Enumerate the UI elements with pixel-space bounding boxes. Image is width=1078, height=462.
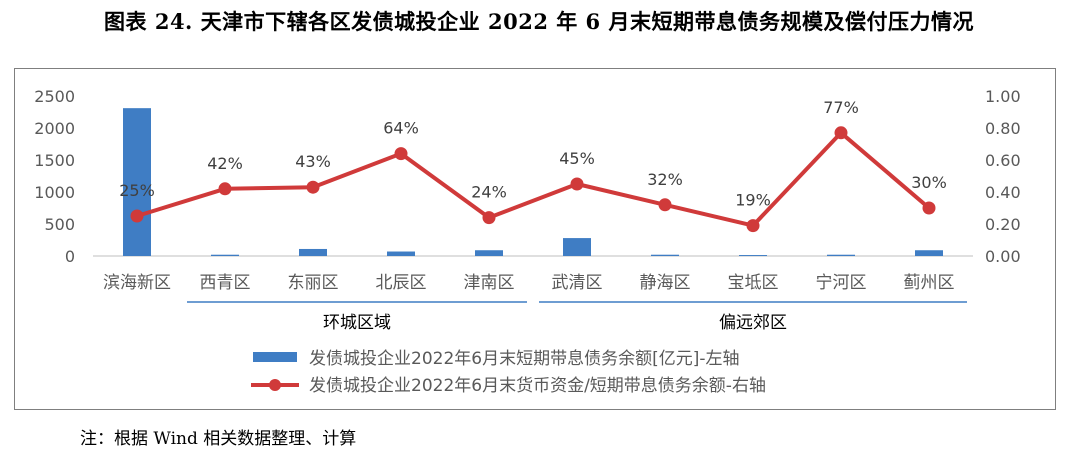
ratio-point xyxy=(394,147,408,161)
x-axis-tick-label: 静海区 xyxy=(640,273,691,293)
right-axis-tick-label: 0.00 xyxy=(985,247,1021,266)
bar xyxy=(563,238,591,256)
ratio-series-line xyxy=(136,130,931,228)
group-label: 环城区域 xyxy=(323,313,391,333)
source-note: 注：根据 Wind 相关数据整理、计算 xyxy=(80,429,357,449)
ratio-point xyxy=(922,201,936,215)
ratio-data-label: 45% xyxy=(559,149,595,168)
ratio-data-label: 77% xyxy=(823,98,859,117)
ratio-data-label: 30% xyxy=(911,173,947,192)
ratio-data-label: 19% xyxy=(735,191,771,210)
bar xyxy=(739,255,767,256)
x-axis-tick-label: 北辰区 xyxy=(376,273,427,293)
ratio-point xyxy=(746,219,760,233)
x-axis-tick-label: 蓟州区 xyxy=(904,273,955,293)
bar xyxy=(299,248,327,256)
right-axis-tick-label: 0.80 xyxy=(985,119,1021,138)
bar xyxy=(651,254,679,256)
bar xyxy=(123,108,151,256)
right-axis-tick-label: 0.60 xyxy=(985,151,1021,170)
ratio-data-label: 42% xyxy=(207,154,243,173)
x-axis-tick-label: 津南区 xyxy=(464,273,515,293)
ratio-point xyxy=(658,198,672,212)
legend-line-marker xyxy=(269,379,281,391)
ratio-point xyxy=(570,177,584,191)
group-label: 偏远郊区 xyxy=(719,313,787,333)
bar xyxy=(915,250,943,256)
legend-bar-label: 发债城投企业2022年6月末短期带息债务余额[亿元]-左轴 xyxy=(309,349,739,369)
left-axis-tick-label: 0 xyxy=(65,247,75,266)
x-axis-tick-label: 西青区 xyxy=(200,273,251,293)
combo-chart: 0 500 1000 1500 2000 2500 0.00 0.20 0.40 0.60 0.80… xyxy=(34,87,1021,396)
bar xyxy=(827,254,855,256)
left-axis-tick-label: 1500 xyxy=(34,151,75,170)
bar xyxy=(475,250,503,256)
x-axis-tick-label: 武清区 xyxy=(552,273,603,293)
ratio-data-label: 32% xyxy=(647,170,683,189)
ratio-data-label: 64% xyxy=(383,119,419,138)
ratio-point xyxy=(482,211,496,225)
left-axis-tick-label: 500 xyxy=(44,215,75,234)
right-axis-tick-label: 0.20 xyxy=(985,215,1021,234)
legend-line-label: 发债城投企业2022年6月末货币资金/短期带息债务余额-右轴 xyxy=(309,376,766,396)
left-axis-tick-label: 2500 xyxy=(34,87,75,106)
left-axis-tick-label: 2000 xyxy=(34,119,75,138)
bar xyxy=(387,251,415,256)
legend-bar-swatch xyxy=(253,352,297,362)
x-axis-tick-label: 宁河区 xyxy=(816,273,867,293)
right-axis-tick-label: 1.00 xyxy=(985,87,1021,106)
x-axis-tick-label: 滨海新区 xyxy=(103,273,171,293)
x-axis-tick-label: 宝坻区 xyxy=(728,273,779,293)
x-axis-tick-label: 东丽区 xyxy=(288,273,339,293)
bar xyxy=(211,254,239,256)
ratio-point xyxy=(130,209,144,223)
chart-title: 图表 24. 天津市下辖各区发债城投企业 2022 年 6 月末短期带息债务规模… xyxy=(104,9,974,34)
ratio-data-label: 25% xyxy=(119,181,155,200)
right-axis-tick-label: 0.40 xyxy=(985,183,1021,202)
ratio-point xyxy=(218,182,232,196)
ratio-data-label: 24% xyxy=(471,183,507,202)
ratio-point xyxy=(834,126,848,140)
ratio-data-label: 43% xyxy=(295,152,331,171)
left-axis-tick-label: 1000 xyxy=(34,183,75,202)
chart-frame: 0 500 1000 1500 2000 2500 0.00 0.20 0.40 0.60 0.80… xyxy=(14,68,1056,410)
ratio-point xyxy=(306,180,320,194)
